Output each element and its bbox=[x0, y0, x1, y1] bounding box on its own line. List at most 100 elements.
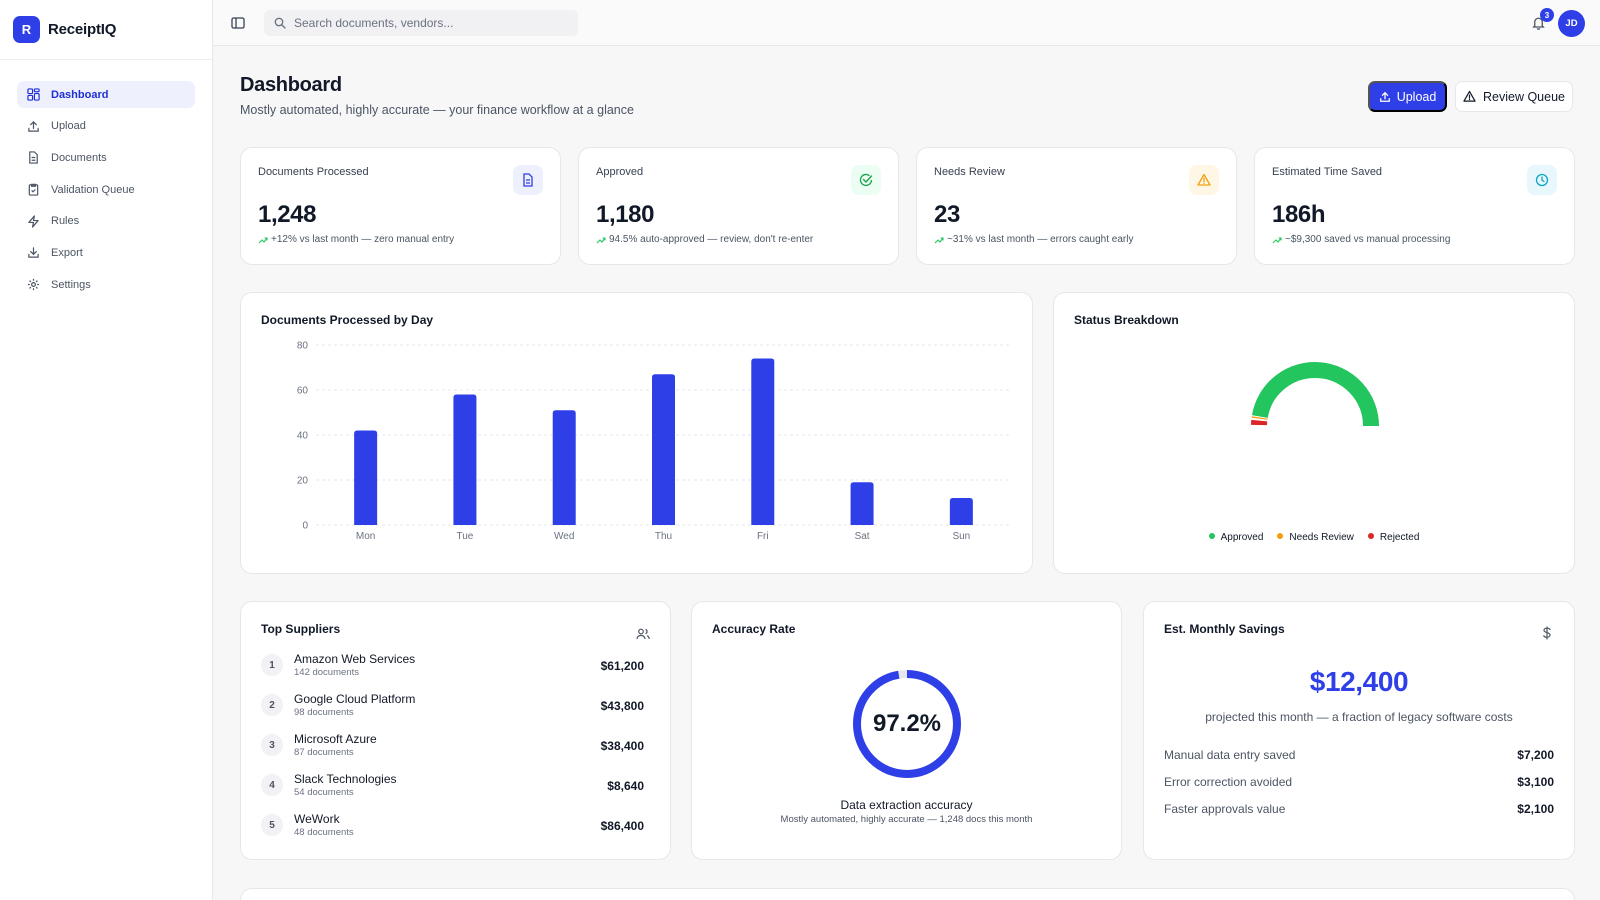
supplier-rank: 2 bbox=[261, 694, 283, 716]
stat-note: ~$9,300 saved vs manual processing bbox=[1272, 234, 1450, 245]
savings-row: Error correction avoided $3,100 bbox=[1164, 775, 1554, 793]
supplier-rank: 4 bbox=[261, 774, 283, 796]
dollar-icon bbox=[1543, 626, 1551, 640]
bar[interactable] bbox=[552, 410, 576, 525]
supplier-row[interactable]: 3 Microsoft Azure 87 documents $38,400 bbox=[261, 726, 644, 766]
x-tick-label: Sun bbox=[952, 531, 970, 542]
supplier-docs: 98 documents bbox=[294, 707, 354, 718]
sidebar-item-export[interactable]: Export bbox=[17, 239, 195, 266]
sidebar-item-settings[interactable]: Settings bbox=[17, 271, 195, 298]
accuracy-title: Accuracy Rate bbox=[712, 622, 796, 636]
top-suppliers-title: Top Suppliers bbox=[261, 622, 341, 636]
supplier-row[interactable]: 5 WeWork 48 documents $86,400 bbox=[261, 806, 644, 846]
stat-note-text: ~31% vs last month — errors caught early bbox=[947, 234, 1134, 245]
legend-dot bbox=[1367, 533, 1374, 539]
warning-icon bbox=[1463, 90, 1476, 102]
page-subtitle: Mostly automated, highly accurate — your… bbox=[240, 103, 634, 117]
top-suppliers-card: Top Suppliers 1 Amazon Web Services 142 … bbox=[240, 601, 671, 860]
bar-chart-title: Documents Processed by Day bbox=[261, 313, 434, 327]
review-queue-label: Review Queue bbox=[1483, 89, 1565, 104]
status-breakdown-title: Status Breakdown bbox=[1074, 313, 1179, 327]
stat-icon-wrap bbox=[851, 165, 881, 195]
download-icon bbox=[28, 247, 39, 259]
clipboard-check-icon bbox=[28, 183, 39, 196]
stat-note-text: ~$9,300 saved vs manual processing bbox=[1285, 234, 1451, 245]
sidebar-item-documents[interactable]: Documents bbox=[17, 144, 195, 171]
trend-up-icon bbox=[934, 236, 944, 243]
y-tick-label: 80 bbox=[297, 341, 309, 352]
review-queue-button[interactable]: Review Queue bbox=[1455, 81, 1573, 112]
donut-slice-approved[interactable] bbox=[1251, 362, 1379, 427]
savings-row-label: Faster approvals value bbox=[1164, 802, 1286, 816]
stat-icon-wrap bbox=[513, 165, 543, 195]
sidebar-item-label: Documents bbox=[51, 151, 107, 164]
x-tick-label: Thu bbox=[655, 531, 672, 542]
stat-value: 23 bbox=[934, 201, 960, 228]
bar[interactable] bbox=[751, 358, 775, 526]
supplier-docs: 87 documents bbox=[294, 747, 354, 758]
stat-value: 1,180 bbox=[596, 201, 655, 228]
sidebar-item-upload[interactable]: Upload bbox=[17, 113, 195, 140]
bar[interactable] bbox=[453, 394, 477, 526]
supplier-amount: $8,640 bbox=[607, 779, 644, 793]
supplier-row[interactable]: 2 Google Cloud Platform 98 documents $43… bbox=[261, 686, 644, 726]
sidebar-item-label: Validation Queue bbox=[51, 183, 135, 196]
supplier-row[interactable]: 1 Amazon Web Services 142 documents $61,… bbox=[261, 646, 644, 686]
bar[interactable] bbox=[850, 482, 874, 525]
savings-row-label: Manual data entry saved bbox=[1164, 748, 1296, 762]
dashboard-icon bbox=[27, 88, 40, 101]
supplier-docs: 54 documents bbox=[294, 787, 354, 798]
savings-card: Est. Monthly Savings $12,400 projected t… bbox=[1143, 601, 1575, 860]
bar[interactable] bbox=[652, 374, 675, 525]
savings-row-value: $7,200 bbox=[1517, 748, 1554, 762]
bar[interactable] bbox=[949, 498, 973, 525]
upload-button-label: Upload bbox=[1396, 89, 1437, 104]
supplier-row[interactable]: 4 Slack Technologies 54 documents $8,640 bbox=[261, 766, 644, 806]
sidebar-toggle-icon[interactable] bbox=[231, 16, 245, 30]
search-bar[interactable] bbox=[264, 10, 578, 36]
page-title: Dashboard bbox=[240, 74, 342, 96]
sidebar-item-dashboard[interactable]: Dashboard bbox=[17, 81, 195, 108]
search-input[interactable] bbox=[294, 16, 564, 30]
sidebar-item-rules[interactable]: Rules bbox=[17, 208, 195, 235]
stat-note-text: +12% vs last month — zero manual entry bbox=[271, 234, 455, 245]
x-tick-label: Mon bbox=[356, 531, 375, 542]
savings-title: Est. Monthly Savings bbox=[1164, 622, 1285, 636]
document-icon bbox=[523, 173, 533, 187]
upload-icon bbox=[28, 120, 39, 132]
bar[interactable] bbox=[354, 430, 378, 526]
stat-label: Needs Review bbox=[934, 166, 1005, 178]
legend-item-needs-review: Needs Review bbox=[1277, 532, 1354, 543]
supplier-rank: 5 bbox=[261, 814, 283, 836]
search-icon bbox=[274, 17, 286, 29]
users-icon bbox=[636, 628, 650, 640]
sidebar: R ReceiptIQ Dashboard Upload Documents V… bbox=[0, 0, 213, 900]
stat-note: ~31% vs last month — errors caught early bbox=[934, 234, 1133, 245]
bar-chart: 0 20 40 60 80 Mon Tue Wed Thu Fri Sat Sun bbox=[297, 341, 1011, 542]
stat-icon-wrap bbox=[1527, 165, 1557, 195]
x-tick-label: Fri bbox=[757, 531, 769, 542]
supplier-docs: 48 documents bbox=[294, 827, 354, 838]
y-tick-label: 20 bbox=[297, 476, 309, 487]
stat-card-approved: Approved 1,180 94.5% auto-approved — rev… bbox=[578, 147, 899, 265]
supplier-name: Google Cloud Platform bbox=[294, 692, 416, 706]
x-tick-label: Tue bbox=[456, 531, 473, 542]
accuracy-card: Accuracy Rate 97.2% Data extraction accu… bbox=[691, 601, 1122, 860]
status-legend: Approved Needs Review Rejected bbox=[1054, 532, 1574, 543]
stat-value: 1,248 bbox=[258, 201, 317, 228]
sidebar-item-validation-queue[interactable]: Validation Queue bbox=[17, 176, 195, 203]
legend-dot bbox=[1208, 533, 1215, 539]
trend-up-icon bbox=[1272, 236, 1282, 243]
sidebar-item-label: Rules bbox=[51, 215, 80, 228]
sidebar-nav: Dashboard Upload Documents Validation Qu… bbox=[0, 60, 212, 298]
avatar[interactable]: JD bbox=[1558, 10, 1585, 37]
x-tick-label: Wed bbox=[554, 531, 574, 542]
brand[interactable]: R ReceiptIQ bbox=[0, 0, 212, 60]
app-name: ReceiptIQ bbox=[48, 21, 117, 38]
upload-button[interactable]: Upload bbox=[1368, 81, 1447, 112]
trend-up-icon bbox=[596, 236, 606, 243]
savings-sub: projected this month — a fraction of leg… bbox=[1205, 710, 1513, 724]
stat-icon-wrap bbox=[1189, 165, 1219, 195]
stat-card-time-saved: Estimated Time Saved 186h ~$9,300 saved … bbox=[1254, 147, 1575, 265]
savings-row-value: $3,100 bbox=[1517, 775, 1554, 789]
